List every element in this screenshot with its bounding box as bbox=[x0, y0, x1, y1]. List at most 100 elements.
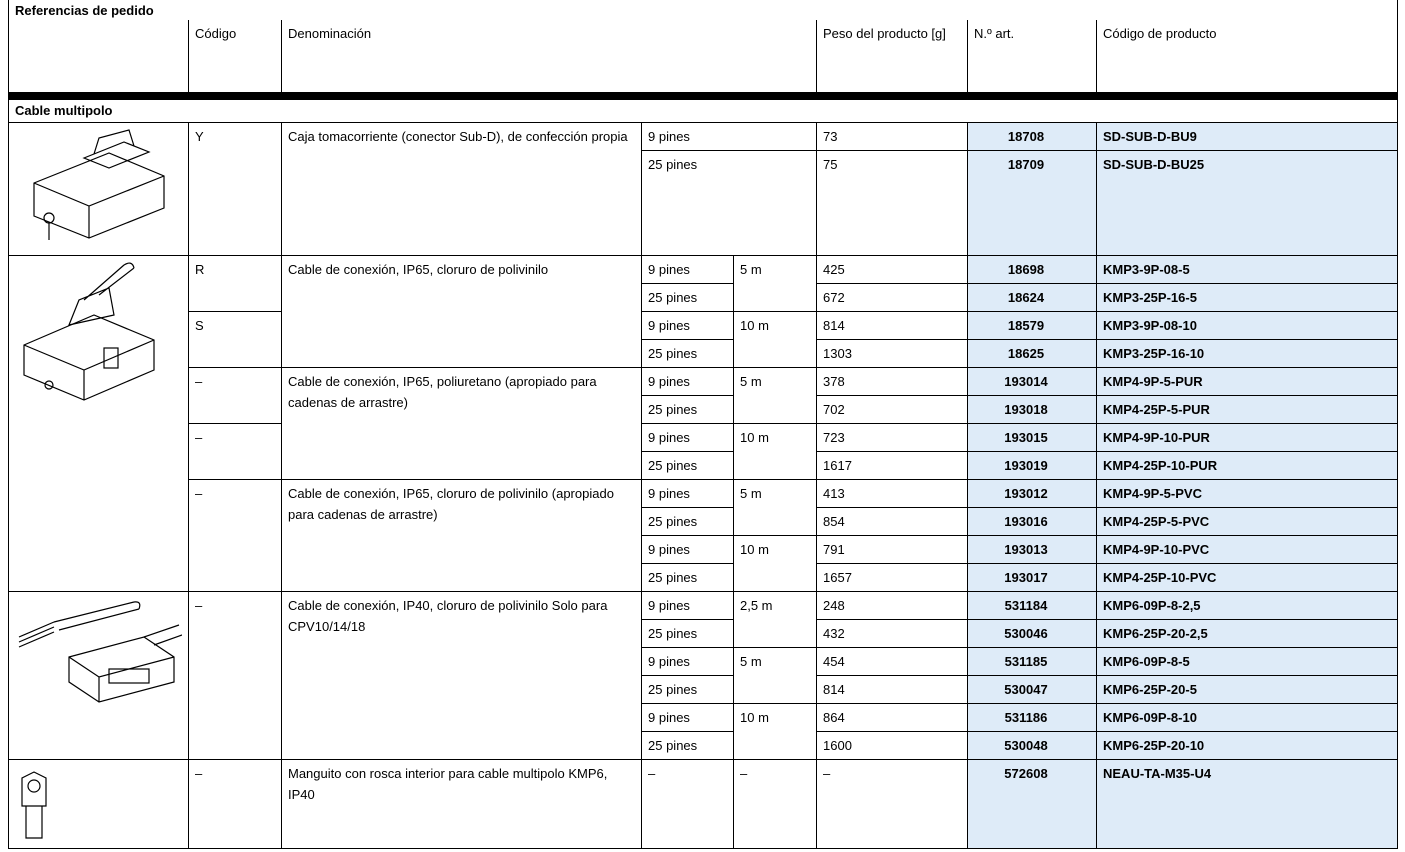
image-cell bbox=[8, 759, 189, 849]
art-cell: 18625 bbox=[967, 339, 1097, 368]
weight-cell: 702 bbox=[816, 395, 968, 424]
code-cell: – bbox=[188, 759, 282, 849]
length-cell: 10 m bbox=[733, 535, 817, 592]
art-cell: 193018 bbox=[967, 395, 1097, 424]
pins-cell: 9 pines bbox=[641, 255, 734, 284]
header-cell: Peso del producto [g] bbox=[816, 20, 968, 93]
product-cell: KMP3-9P-08-5 bbox=[1096, 255, 1398, 284]
product-cell: KMP4-25P-10-PVC bbox=[1096, 563, 1398, 592]
pins-cell: 9 pines bbox=[641, 591, 734, 620]
length-cell: 5 m bbox=[733, 255, 817, 312]
weight-cell: 413 bbox=[816, 479, 968, 508]
length-cell: 5 m bbox=[733, 367, 817, 424]
section-title: Cable multipolo bbox=[8, 97, 1398, 123]
sleeve-icon bbox=[21, 771, 47, 839]
weight-cell: 672 bbox=[816, 283, 968, 312]
header-cell: Denominación bbox=[281, 20, 817, 93]
weight-cell: 854 bbox=[816, 507, 968, 536]
weight-cell: 73 bbox=[816, 122, 968, 151]
description-cell: Manguito con rosca interior para cable m… bbox=[281, 759, 642, 849]
pins-cell: 25 pines bbox=[641, 451, 734, 480]
table-title: Referencias de pedido bbox=[8, 0, 1398, 21]
art-cell: 18709 bbox=[967, 150, 1097, 256]
product-cell: KMP3-25P-16-10 bbox=[1096, 339, 1398, 368]
code-cell: R bbox=[188, 255, 282, 312]
length-cell: – bbox=[733, 759, 817, 849]
weight-cell: 432 bbox=[816, 619, 968, 648]
art-cell: 572608 bbox=[967, 759, 1097, 849]
product-cell: SD-SUB-D-BU25 bbox=[1096, 150, 1398, 256]
pins-cell: – bbox=[641, 759, 734, 849]
weight-cell: 864 bbox=[816, 703, 968, 732]
header-cell: N.º art. bbox=[967, 20, 1097, 93]
product-cell: KMP4-25P-5-PVC bbox=[1096, 507, 1398, 536]
pins-cell: 25 pines bbox=[641, 731, 734, 760]
pins-cell: 9 pines bbox=[641, 311, 734, 340]
pins-cell: 25 pines bbox=[641, 619, 734, 648]
product-cell: KMP4-25P-5-PUR bbox=[1096, 395, 1398, 424]
length-cell: 10 m bbox=[733, 703, 817, 760]
pins-cell: 25 pines bbox=[641, 563, 734, 592]
art-cell: 193016 bbox=[967, 507, 1097, 536]
art-cell: 193013 bbox=[967, 535, 1097, 564]
cable-connector-icon bbox=[23, 262, 155, 401]
art-cell: 18708 bbox=[967, 122, 1097, 151]
pins-cell: 9 pines bbox=[641, 647, 734, 676]
weight-cell: 791 bbox=[816, 535, 968, 564]
header-rule bbox=[8, 92, 1398, 100]
connector-icon bbox=[33, 129, 165, 240]
code-cell: – bbox=[188, 479, 282, 592]
product-cell: KMP4-9P-5-PUR bbox=[1096, 367, 1398, 396]
weight-cell: 814 bbox=[816, 311, 968, 340]
product-cell: SD-SUB-D-BU9 bbox=[1096, 122, 1398, 151]
weight-cell: – bbox=[816, 759, 968, 849]
length-cell: 10 m bbox=[733, 423, 817, 480]
weight-cell: 723 bbox=[816, 423, 968, 452]
length-cell: 2,5 m bbox=[733, 591, 817, 648]
header-cell bbox=[8, 20, 189, 93]
code-cell: S bbox=[188, 311, 282, 368]
pins-cell: 25 pines bbox=[641, 507, 734, 536]
product-cell: KMP6-25P-20-5 bbox=[1096, 675, 1398, 704]
pins-cell: 25 pines bbox=[641, 150, 817, 256]
length-cell: 10 m bbox=[733, 311, 817, 368]
description-cell: Cable de conexión, IP65, cloruro de poli… bbox=[281, 255, 642, 368]
description-cell: Cable de conexión, IP65, cloruro de poli… bbox=[281, 479, 642, 592]
weight-cell: 1303 bbox=[816, 339, 968, 368]
code-cell: – bbox=[188, 423, 282, 480]
weight-cell: 814 bbox=[816, 675, 968, 704]
product-cell: KMP6-09P-8-10 bbox=[1096, 703, 1398, 732]
product-cell: KMP6-09P-8-2,5 bbox=[1096, 591, 1398, 620]
header-cell: Código de producto bbox=[1096, 20, 1398, 93]
pins-cell: 9 pines bbox=[641, 367, 734, 396]
weight-cell: 378 bbox=[816, 367, 968, 396]
product-cell: NEAU-TA-M35-U4 bbox=[1096, 759, 1398, 849]
pins-cell: 9 pines bbox=[641, 479, 734, 508]
art-cell: 530046 bbox=[967, 619, 1097, 648]
product-cell: KMP4-25P-10-PUR bbox=[1096, 451, 1398, 480]
pins-cell: 25 pines bbox=[641, 675, 734, 704]
product-cell: KMP6-25P-20-2,5 bbox=[1096, 619, 1398, 648]
art-cell: 193014 bbox=[967, 367, 1097, 396]
pins-cell: 9 pines bbox=[641, 122, 817, 151]
pins-cell: 9 pines bbox=[641, 423, 734, 452]
weight-cell: 248 bbox=[816, 591, 968, 620]
product-cell: KMP6-25P-20-10 bbox=[1096, 731, 1398, 760]
description-cell: Cable de conexión, IP40, cloruro de poli… bbox=[281, 591, 642, 760]
art-cell: 18579 bbox=[967, 311, 1097, 340]
art-cell: 531184 bbox=[967, 591, 1097, 620]
art-cell: 531186 bbox=[967, 703, 1097, 732]
weight-cell: 454 bbox=[816, 647, 968, 676]
product-cell: KMP6-09P-8-5 bbox=[1096, 647, 1398, 676]
weight-cell: 1600 bbox=[816, 731, 968, 760]
pins-cell: 25 pines bbox=[641, 339, 734, 368]
weight-cell: 75 bbox=[816, 150, 968, 256]
pins-cell: 9 pines bbox=[641, 703, 734, 732]
art-cell: 18624 bbox=[967, 283, 1097, 312]
art-cell: 530047 bbox=[967, 675, 1097, 704]
pins-cell: 25 pines bbox=[641, 395, 734, 424]
art-cell: 193017 bbox=[967, 563, 1097, 592]
weight-cell: 1617 bbox=[816, 451, 968, 480]
length-cell: 5 m bbox=[733, 647, 817, 704]
